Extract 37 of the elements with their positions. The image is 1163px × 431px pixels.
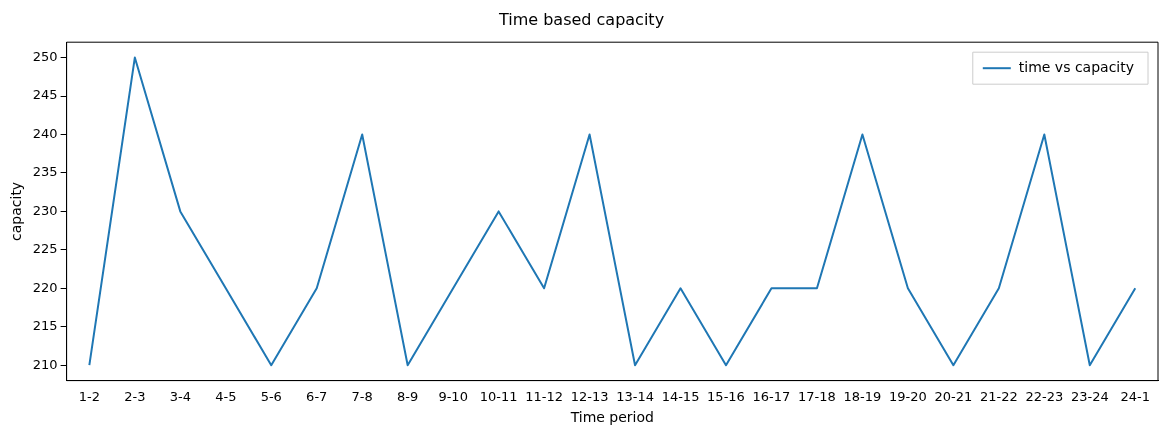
y-tick-label: 220 bbox=[32, 279, 58, 295]
x-tick-label: 5-6 bbox=[260, 388, 282, 404]
x-tick-label: 20-21 bbox=[934, 388, 973, 404]
x-tick-label: 15-16 bbox=[707, 388, 745, 404]
x-tick-label: 21-22 bbox=[979, 388, 1018, 404]
y-tick-label: 240 bbox=[32, 125, 58, 141]
chart-title: Time based capacity bbox=[497, 9, 665, 29]
x-tick-label: 3-4 bbox=[169, 388, 191, 404]
x-tick-label: 18-19 bbox=[843, 388, 882, 404]
x-tick-label: 13-14 bbox=[616, 388, 654, 404]
x-tick-label: 10-11 bbox=[479, 388, 518, 404]
x-tick-label: 2-3 bbox=[124, 388, 146, 404]
x-tick-label: 17-18 bbox=[798, 388, 836, 404]
y-tick-label: 245 bbox=[32, 87, 58, 103]
y-tick-label: 235 bbox=[32, 164, 58, 180]
x-tick-label: 7-8 bbox=[351, 388, 373, 404]
x-tick-label: 19-20 bbox=[889, 388, 927, 404]
x-axis-title: Time period bbox=[569, 409, 654, 426]
x-tick-label: 6-7 bbox=[306, 388, 328, 404]
y-tick-label: 215 bbox=[32, 318, 58, 334]
y-tick-label: 230 bbox=[32, 202, 58, 218]
x-tick-label: 1-2 bbox=[78, 388, 100, 404]
legend-label: time vs capacity bbox=[1018, 58, 1135, 75]
x-tick-label: 24-1 bbox=[1120, 388, 1151, 404]
y-tick-label: 210 bbox=[32, 356, 58, 372]
x-tick-label: 14-15 bbox=[661, 388, 700, 404]
x-tick-label: 12-13 bbox=[570, 388, 609, 404]
x-tick-label: 16-17 bbox=[752, 388, 791, 404]
x-tick-label: 8-9 bbox=[397, 388, 419, 404]
x-tick-label: 22-23 bbox=[1025, 388, 1064, 404]
x-tick-label: 11-12 bbox=[525, 388, 563, 404]
x-tick-label: 9-10 bbox=[438, 388, 468, 404]
y-axis-title: capacity bbox=[8, 181, 25, 241]
y-tick-label: 225 bbox=[32, 241, 58, 257]
y-tick-label: 250 bbox=[32, 48, 58, 64]
x-tick-label: 23-24 bbox=[1070, 388, 1109, 404]
x-tick-label: 4-5 bbox=[215, 388, 237, 404]
